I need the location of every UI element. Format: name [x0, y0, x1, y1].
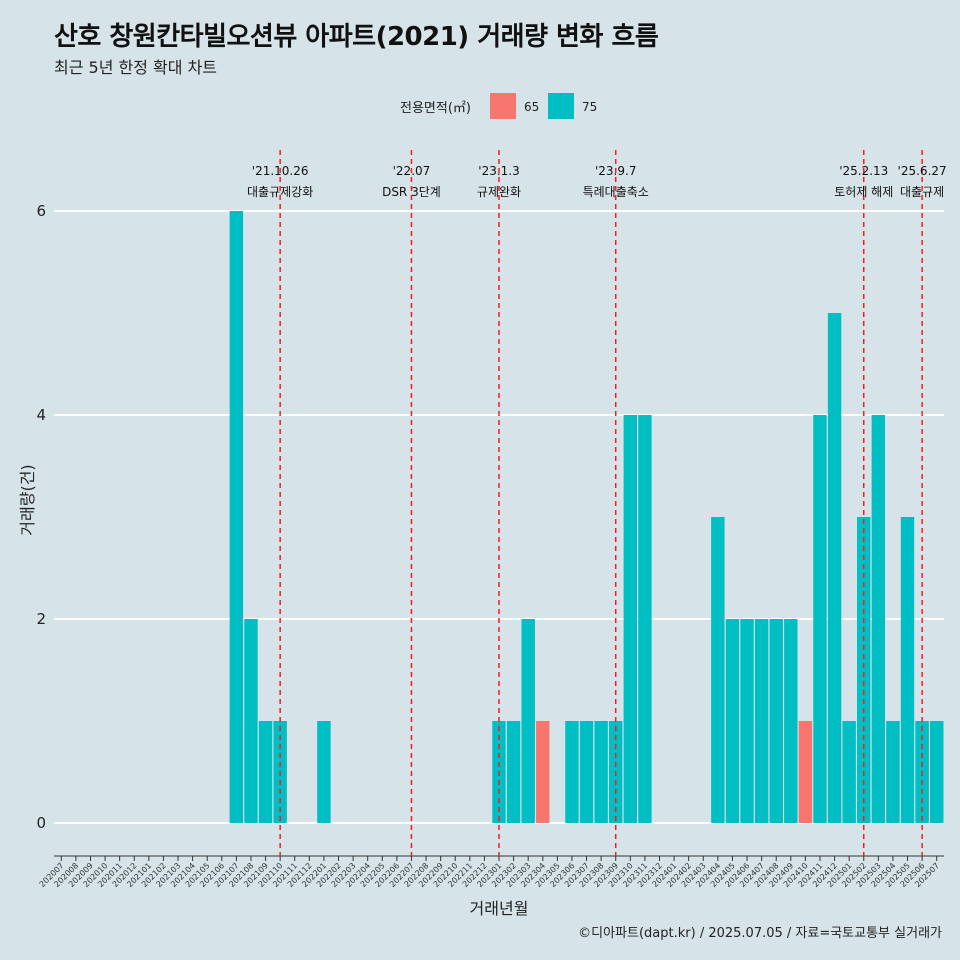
bar-75-202308: [594, 721, 608, 823]
legend-title: 전용면적(㎡): [400, 101, 471, 116]
bar-75-202201: [317, 721, 331, 823]
bar-75-202310: [623, 415, 638, 823]
bar-75-202505: [900, 517, 915, 823]
bar-75-202311: [638, 415, 652, 823]
event-label: 대출규제: [900, 185, 944, 199]
bar-75-202507: [929, 721, 944, 823]
bar-75-202404: [711, 517, 725, 823]
event-date: '21.10.26: [252, 164, 309, 178]
bar-75-202504: [886, 721, 900, 823]
event-label: 특례대출축소: [583, 185, 649, 199]
event-label: 규제완화: [477, 185, 521, 199]
source-caption: ©디아파트(dapt.kr) / 2025.07.05 / 자료=국토교통부 실…: [578, 926, 942, 941]
y-tick-label: 2: [36, 610, 46, 628]
event-date: '25.2.13: [839, 164, 888, 178]
bar-75-202502: [857, 517, 871, 823]
bar-75-202409: [784, 619, 798, 823]
bar-75-202406: [740, 619, 754, 823]
event-label: 대출규제강화: [247, 185, 313, 199]
bar-75-202306: [565, 721, 579, 823]
y-axis-title: 거래량(건): [18, 464, 37, 535]
legend-swatch-65: [490, 93, 516, 119]
bar-75-202107: [229, 211, 244, 823]
bar-65-202410: [798, 721, 813, 823]
bar-75-202412: [827, 313, 842, 823]
bar-65-202304: [536, 721, 550, 823]
bar-75-202405: [725, 619, 740, 823]
event-label: 토허제 해제: [834, 185, 893, 199]
bar-75-202408: [769, 619, 783, 823]
bar-75-202407: [754, 619, 769, 823]
bar-75-202501: [842, 721, 856, 823]
event-label: DSR 3단계: [382, 185, 441, 199]
event-date: '22.07: [393, 164, 431, 178]
x-axis-title: 거래년월: [470, 899, 529, 918]
bar-75-202302: [506, 721, 521, 823]
event-date: '25.6.27: [898, 164, 947, 178]
y-tick-label: 6: [36, 202, 46, 220]
y-tick-label: 4: [36, 406, 46, 424]
bar-75-202411: [813, 415, 827, 823]
bar-75-202109: [258, 721, 273, 823]
event-date: '23.9.7: [595, 164, 636, 178]
legend-label: 75: [582, 100, 597, 114]
chart-subtitle: 최근 5년 한정 확대 차트: [54, 58, 218, 77]
event-date: '23.1.3: [478, 164, 519, 178]
bar-75-202307: [579, 721, 594, 823]
legend-swatch-75: [548, 93, 574, 119]
chart-title: 산호 창원칸타빌오션뷰 아파트(2021) 거래량 변화 흐름: [54, 22, 659, 52]
y-tick-label: 0: [36, 814, 46, 832]
bar-75-202108: [244, 619, 258, 823]
bar-75-202303: [521, 619, 535, 823]
legend-label: 65: [524, 100, 539, 114]
bar-75-202503: [871, 415, 886, 823]
